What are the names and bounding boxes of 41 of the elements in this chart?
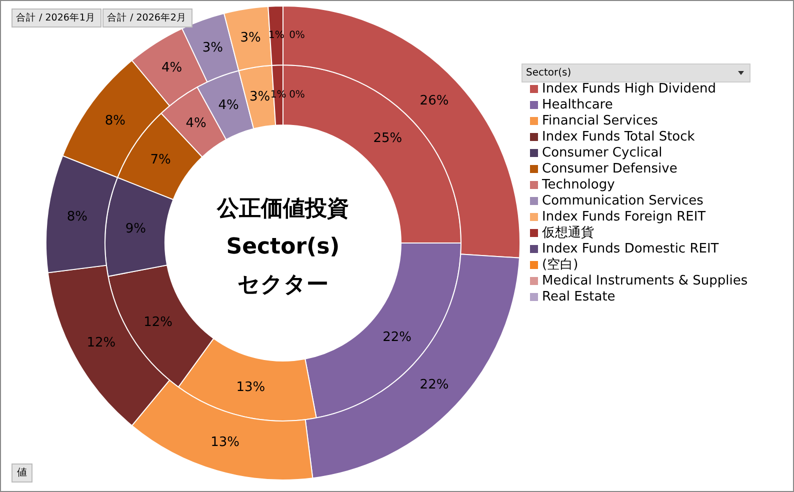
- data-label: 13%: [210, 434, 240, 450]
- data-label: 12%: [86, 335, 116, 350]
- legend-label: Financial Services: [542, 114, 658, 128]
- legend-label: Medical Instruments & Supplies: [542, 274, 748, 288]
- legend-label: Healthcare: [542, 98, 613, 112]
- legend-label: Consumer Cyclical: [542, 146, 662, 160]
- legend-label: Index Funds Foreign REIT: [542, 210, 706, 224]
- text: 合計 / 2026年1月: [16, 12, 96, 24]
- legend-title: Sector(s): [526, 68, 572, 78]
- data-label: 4%: [162, 60, 182, 76]
- text: 0%: [289, 90, 305, 100]
- data-label: 9%: [125, 222, 146, 237]
- data-label: 3%: [250, 89, 270, 104]
- data-label: 3%: [202, 40, 224, 56]
- legend-label: Communication Services: [542, 194, 704, 208]
- text: Sector(s): [226, 234, 340, 260]
- data-label: 4%: [186, 116, 206, 131]
- data-label: 4%: [218, 98, 239, 113]
- legend-label: Consumer Defensive: [542, 162, 678, 176]
- data-label: 26%: [420, 93, 449, 108]
- legend-label: Index Funds Total Stock: [542, 130, 696, 144]
- legend-label: Technology: [541, 178, 616, 192]
- data-label: 22%: [382, 330, 412, 345]
- legend-label: Index Funds High Dividend: [542, 82, 716, 96]
- data-label: 12%: [144, 314, 172, 330]
- text: 0%: [289, 30, 305, 41]
- data-label: 8%: [104, 114, 126, 129]
- legend-label: Index Funds Domestic REIT: [542, 242, 719, 256]
- text: 公正価値投資: [216, 196, 349, 222]
- data-label: 3%: [240, 30, 261, 46]
- text: 値: [17, 466, 27, 478]
- text: 合計 / 2026年2月: [107, 12, 186, 24]
- data-label: 8%: [66, 209, 88, 224]
- data-label: 13%: [236, 380, 266, 395]
- data-label: 25%: [373, 130, 402, 146]
- legend-label: 仮想通貨: [541, 226, 594, 240]
- legend-label: Real Estate: [542, 290, 616, 304]
- text: セクター: [238, 272, 328, 298]
- data-label: 7%: [150, 152, 171, 168]
- legend-label: (空白): [542, 258, 578, 272]
- data-label: 22%: [420, 378, 449, 393]
